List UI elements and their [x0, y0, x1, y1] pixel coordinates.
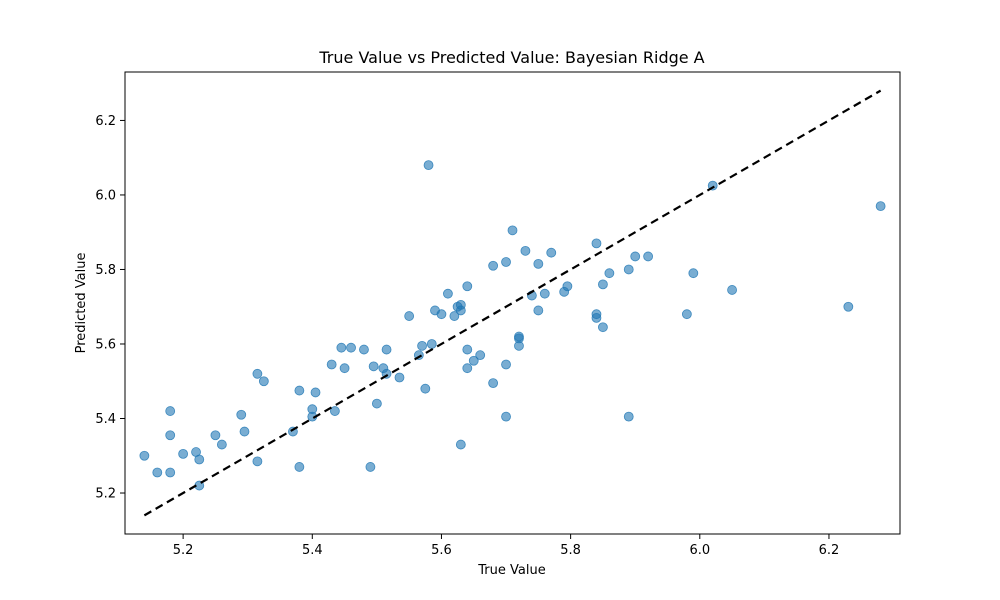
- data-points: [139, 160, 886, 491]
- data-point: [210, 430, 221, 441]
- data-point: [359, 344, 369, 355]
- data-point: [236, 409, 247, 420]
- data-point: [443, 288, 453, 299]
- data-point: [165, 467, 176, 478]
- data-point: [591, 313, 602, 323]
- data-point: [252, 456, 263, 467]
- data-point: [488, 378, 499, 389]
- data-point: [165, 406, 176, 416]
- data-point: [462, 281, 473, 292]
- data-point: [194, 454, 205, 465]
- data-point: [501, 411, 511, 422]
- data-point: [436, 309, 447, 320]
- data-point: [533, 258, 544, 269]
- data-point: [507, 225, 518, 236]
- data-point: [501, 359, 511, 370]
- data-point: [336, 342, 347, 353]
- x-tick-label: 5.4: [302, 543, 323, 558]
- data-point: [216, 439, 227, 450]
- data-point: [501, 257, 511, 267]
- data-point: [623, 264, 634, 275]
- data-point: [423, 160, 434, 171]
- data-point: [178, 448, 189, 459]
- data-point: [165, 430, 176, 441]
- data-point: [488, 260, 499, 271]
- data-point: [239, 426, 250, 437]
- data-point: [475, 350, 486, 361]
- data-point: [598, 322, 608, 333]
- data-point: [417, 340, 427, 351]
- data-point: [520, 245, 531, 256]
- data-point: [727, 285, 737, 295]
- data-point: [643, 251, 654, 262]
- data-point: [604, 268, 615, 279]
- data-point: [139, 450, 150, 461]
- data-point: [455, 439, 466, 450]
- data-point: [258, 376, 269, 387]
- plot-area: [124, 71, 901, 535]
- data-point: [462, 344, 473, 355]
- data-point: [514, 340, 524, 351]
- data-point: [843, 301, 854, 312]
- data-point: [394, 372, 405, 383]
- data-point: [294, 385, 305, 396]
- reference-line: [143, 89, 882, 517]
- data-point: [875, 201, 886, 212]
- data-point: [339, 363, 350, 374]
- x-axis: 5.2 5.4 5.6 5.8 6.0 6.2: [173, 534, 840, 558]
- y-tick-label: 5.2: [95, 487, 116, 502]
- data-point: [688, 268, 699, 279]
- data-point: [152, 467, 163, 478]
- data-point: [420, 383, 431, 394]
- data-point: [294, 462, 305, 472]
- data-point: [329, 406, 340, 416]
- y-tick-label: 5.6: [95, 337, 116, 352]
- y-tick-label: 5.8: [95, 263, 116, 278]
- data-point: [426, 339, 437, 349]
- x-tick-label: 5.2: [173, 543, 194, 558]
- chart-title: True Value vs Predicted Value: Bayesian …: [318, 48, 704, 67]
- data-point: [371, 398, 382, 409]
- data-point: [404, 311, 415, 321]
- data-point: [365, 462, 376, 472]
- data-point: [623, 411, 634, 422]
- data-point: [681, 309, 692, 320]
- data-point: [346, 342, 356, 353]
- data-point: [455, 305, 466, 316]
- x-tick-label: 5.8: [560, 543, 581, 558]
- data-point: [368, 361, 379, 372]
- data-point: [468, 355, 479, 366]
- x-tick-label: 6.0: [689, 543, 710, 558]
- y-axis-label: Predicted Value: [74, 253, 89, 354]
- y-axis: 5.2 5.4 5.6 5.8 6.0 6.2: [95, 114, 125, 502]
- data-point: [546, 247, 557, 258]
- data-point: [630, 251, 641, 262]
- y-tick-label: 6.2: [95, 114, 116, 129]
- data-point: [562, 281, 573, 292]
- x-tick-label: 6.2: [819, 543, 840, 558]
- data-point: [252, 368, 263, 379]
- x-axis-label: True Value: [477, 563, 545, 578]
- data-point: [326, 359, 337, 370]
- data-point: [310, 387, 321, 398]
- data-point: [449, 311, 460, 321]
- data-point: [533, 305, 544, 316]
- data-point: [539, 288, 550, 299]
- x-tick-label: 5.6: [431, 543, 452, 558]
- data-point: [462, 363, 473, 374]
- y-tick-label: 6.0: [95, 188, 116, 203]
- y-tick-label: 5.4: [95, 412, 116, 427]
- data-point: [591, 238, 602, 249]
- data-point: [381, 344, 392, 355]
- data-point: [598, 279, 608, 290]
